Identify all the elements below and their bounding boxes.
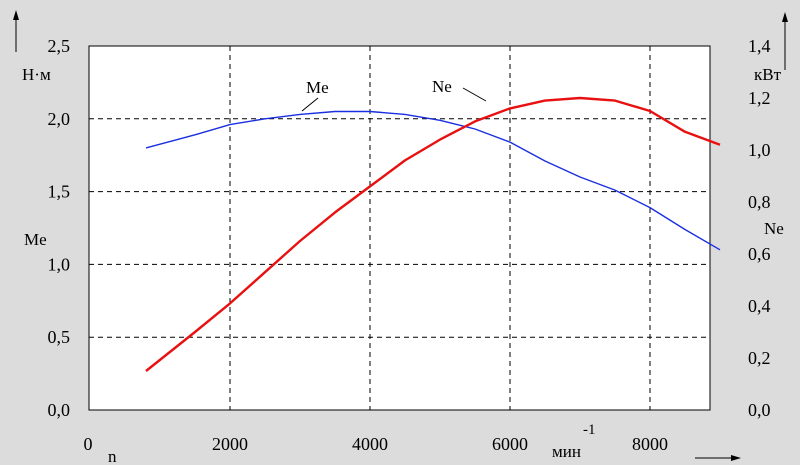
series-label-me: Me bbox=[306, 78, 329, 97]
y-right-tick-label: 0,0 bbox=[748, 400, 771, 420]
y-right-tick-label: 0,8 bbox=[748, 192, 771, 212]
y-right-tick-label: 1,2 bbox=[748, 88, 771, 108]
series-label-ne-leader bbox=[462, 87, 487, 102]
x-tick-label: 8000 bbox=[632, 434, 668, 454]
left-tick-labels: 0,0 0,5 1,0 1,5 2,0 2,5 bbox=[48, 36, 71, 420]
series-layer bbox=[145, 96, 721, 372]
series-label-ne: Ne bbox=[432, 77, 452, 96]
y-right-tick-label: 1,0 bbox=[748, 140, 771, 160]
y-left-tick-label: 2,5 bbox=[48, 36, 71, 56]
y-right-tick-label: 0,6 bbox=[748, 244, 771, 264]
y-right-unit: кВт bbox=[754, 65, 782, 84]
x-axis-label: n bbox=[108, 447, 117, 465]
y-left-tick-label: 2,0 bbox=[48, 109, 71, 129]
x-tick-labels: 0 2000 4000 6000 8000 bbox=[84, 434, 669, 454]
series-line-me bbox=[145, 110, 721, 251]
x-axis-unit-exponent: -1 bbox=[583, 422, 596, 438]
x-axis-arrow-head bbox=[731, 455, 741, 461]
y-right-label: Ne bbox=[764, 219, 784, 238]
x-tick-label: 4000 bbox=[352, 434, 388, 454]
y-left-tick-label: 0,5 bbox=[48, 327, 71, 347]
y-right-tick-label: 1,4 bbox=[748, 36, 771, 56]
y-left-tick-label: 1,0 bbox=[48, 254, 71, 274]
x-tick-label: 0 bbox=[84, 434, 93, 454]
right-axis-arrow-head bbox=[782, 12, 788, 22]
grid bbox=[89, 46, 710, 410]
y-right-tick-label: 0,4 bbox=[748, 296, 771, 316]
series-label-me-leader bbox=[301, 97, 319, 112]
y-left-tick-label: 0,0 bbox=[48, 400, 71, 420]
x-tick-label: 2000 bbox=[212, 434, 248, 454]
right-tick-labels: 0,0 0,2 0,4 0,6 0,8 1,0 1,2 1,4 bbox=[748, 36, 771, 420]
y-left-unit: Н·м bbox=[22, 65, 51, 84]
plot-area bbox=[88, 45, 711, 411]
x-axis-unit: мин bbox=[552, 442, 581, 461]
y-left-label: Me bbox=[24, 230, 47, 249]
y-left-tick-label: 1,5 bbox=[48, 182, 71, 202]
series-line-ne bbox=[145, 96, 721, 372]
y-right-tick-label: 0,2 bbox=[748, 348, 771, 368]
left-axis-arrow-head bbox=[13, 10, 19, 20]
x-tick-label: 6000 bbox=[492, 434, 528, 454]
